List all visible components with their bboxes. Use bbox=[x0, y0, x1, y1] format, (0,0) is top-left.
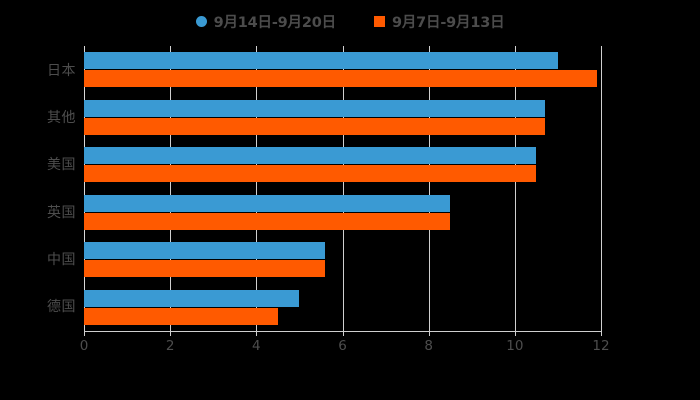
gridline bbox=[514, 46, 516, 331]
chart-legend: 9月14日-9月20日 9月7日-9月13日 bbox=[0, 8, 700, 34]
bar[interactable] bbox=[84, 70, 597, 88]
bar[interactable] bbox=[84, 117, 545, 135]
bar-group bbox=[84, 284, 601, 332]
bar-group bbox=[84, 46, 601, 94]
bar[interactable] bbox=[84, 242, 326, 260]
y-axis-tick-label: 美国 bbox=[47, 157, 76, 173]
bar[interactable] bbox=[84, 307, 278, 325]
y-axis-tick-label: 日本 bbox=[47, 63, 76, 79]
bar[interactable] bbox=[84, 212, 451, 230]
bar-group bbox=[84, 141, 601, 189]
bar-group bbox=[84, 94, 601, 142]
x-axis-tick-label: 8 bbox=[424, 338, 433, 354]
bar[interactable] bbox=[84, 289, 300, 307]
y-axis-tick-label: 中国 bbox=[47, 252, 76, 268]
bar[interactable] bbox=[84, 165, 537, 183]
legend-item-series-0[interactable]: 9月14日-9月20日 bbox=[195, 11, 337, 32]
x-axis-tick-label: 4 bbox=[252, 338, 261, 354]
gridline bbox=[170, 46, 172, 331]
y-axis-tick-label: 德国 bbox=[47, 299, 76, 315]
gridline bbox=[601, 46, 602, 331]
bar[interactable] bbox=[84, 194, 451, 212]
y-axis-tick-label: 英国 bbox=[47, 205, 76, 221]
y-axis-labels: 日本 其他 美国 英国 中国 德国 bbox=[8, 46, 76, 331]
gridline bbox=[428, 46, 430, 331]
x-axis-tick-mark bbox=[601, 331, 602, 336]
plot-area bbox=[84, 46, 602, 332]
gridline bbox=[84, 46, 85, 331]
legend-item-series-1[interactable]: 9月7日-9月13日 bbox=[373, 11, 505, 32]
gridline bbox=[342, 46, 344, 331]
x-axis-tick-label: 0 bbox=[79, 338, 89, 354]
bar[interactable] bbox=[84, 52, 558, 70]
legend-square-marker-icon bbox=[373, 15, 385, 27]
x-axis-tick-label: 10 bbox=[506, 338, 524, 354]
x-axis-tick-mark bbox=[514, 331, 516, 336]
x-axis-tick-mark bbox=[170, 331, 172, 336]
x-axis-tick-label: 12 bbox=[592, 338, 610, 354]
x-axis-tick-mark bbox=[84, 331, 85, 336]
bar-group bbox=[84, 236, 601, 284]
legend-item-label: 9月7日-9月13日 bbox=[391, 14, 505, 31]
y-axis-tick-label: 其他 bbox=[47, 110, 76, 126]
bar[interactable] bbox=[84, 99, 545, 117]
x-axis-tick-label: 2 bbox=[165, 338, 175, 354]
legend-circle-marker-icon bbox=[195, 15, 207, 27]
x-axis-tick-mark bbox=[256, 331, 258, 336]
x-axis-tick-mark bbox=[342, 331, 344, 336]
legend-item-label: 9月14日-9月20日 bbox=[213, 14, 337, 31]
bar[interactable] bbox=[84, 147, 537, 165]
gridline bbox=[256, 46, 258, 331]
bar-group bbox=[84, 189, 601, 237]
x-axis-tick-mark bbox=[428, 331, 430, 336]
bar[interactable] bbox=[84, 260, 326, 278]
x-axis-tick-label: 6 bbox=[338, 338, 347, 354]
